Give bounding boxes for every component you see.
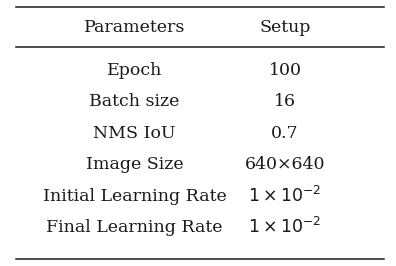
- Text: Initial Learning Rate: Initial Learning Rate: [43, 188, 227, 205]
- Text: Parameters: Parameters: [84, 19, 185, 36]
- Text: 100: 100: [268, 62, 302, 79]
- Text: 0.7: 0.7: [271, 125, 299, 142]
- Text: 16: 16: [274, 93, 296, 110]
- Text: 640×640: 640×640: [245, 156, 326, 173]
- Text: Image Size: Image Size: [86, 156, 183, 173]
- Text: $1 \times 10^{-2}$: $1 \times 10^{-2}$: [248, 217, 322, 238]
- Text: NMS IoU: NMS IoU: [93, 125, 176, 142]
- Text: Epoch: Epoch: [107, 62, 162, 79]
- Text: Final Learning Rate: Final Learning Rate: [46, 219, 223, 236]
- Text: Setup: Setup: [259, 19, 311, 36]
- Text: Batch size: Batch size: [89, 93, 180, 110]
- Text: $1 \times 10^{-2}$: $1 \times 10^{-2}$: [248, 186, 322, 206]
